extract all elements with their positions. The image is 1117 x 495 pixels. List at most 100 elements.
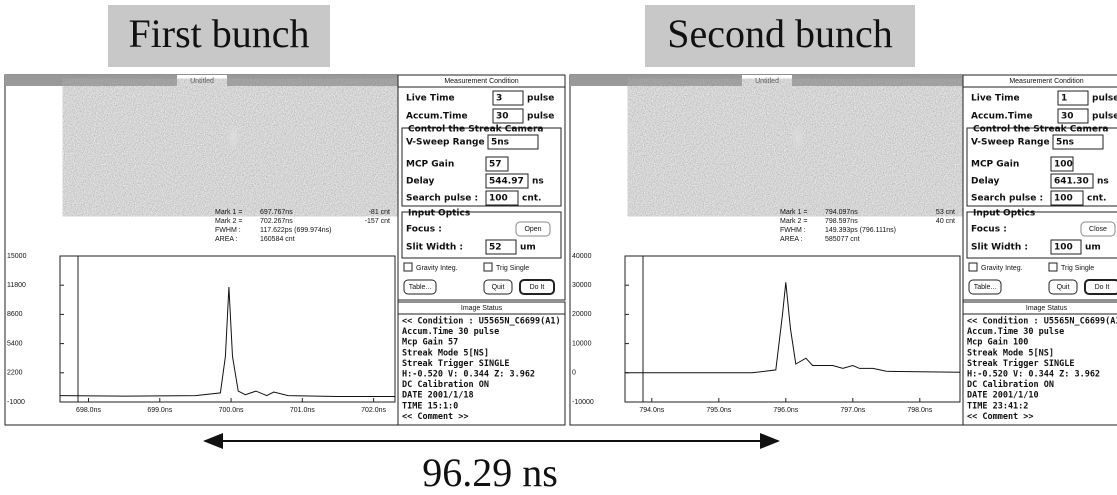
button-label: Table... — [974, 284, 997, 291]
status-line: << Comment >> — [402, 412, 469, 422]
panel-title: Image Status — [461, 305, 503, 312]
marker-count: -81 cnt — [369, 209, 390, 216]
status-line: H:-0.520 V: 0.344 Z: 3.962 — [967, 370, 1100, 380]
streak-spot — [791, 123, 805, 151]
checkbox-label: Gravity Integ. — [981, 265, 1023, 272]
status-line: Mcp Gain 100 — [967, 337, 1028, 348]
x-tick-label: 794.0ns — [639, 407, 664, 414]
checkbox-label: Trig Single — [496, 265, 529, 272]
marker-label: Mark 1 = — [215, 209, 242, 216]
field-unit: ns — [1097, 177, 1109, 187]
marker-label: FWHM : — [780, 227, 806, 234]
marker-count: 40 cnt — [936, 218, 955, 225]
field-value: 100 — [1054, 194, 1073, 204]
group-title: Control the Streak Camera — [973, 125, 1108, 135]
x-tick-label: 702.0ns — [361, 407, 386, 414]
panel-title: Measurement Condition — [1009, 78, 1083, 85]
x-tick-label: 701.0ns — [290, 407, 315, 414]
marker-value: 697.767ns — [260, 209, 293, 216]
field-unit: cnt. — [1087, 194, 1106, 204]
checkbox[interactable] — [484, 263, 492, 271]
status-line: << Condition : U5565N_C6699(A1) — [967, 316, 1117, 327]
field-value: 641.30 — [1054, 177, 1089, 187]
checkbox[interactable] — [404, 263, 412, 271]
status-line: << Condition : U5565N_C6699(A1) — [402, 316, 561, 327]
status-line: TIME 15:1:0 — [402, 401, 458, 411]
screenshot-figure: First bunch Second bunch 96.29 ns Untitl… — [0, 0, 1117, 495]
x-tick-label: 796.0ns — [773, 407, 798, 414]
button-label: Do It — [1095, 284, 1110, 291]
group-title: Control the Streak Camera — [408, 125, 543, 135]
y-tick-label: 40000 — [572, 253, 592, 260]
checkbox[interactable] — [969, 263, 977, 271]
field-value: 5ns — [491, 138, 509, 148]
y-tick-label: 8600 — [7, 311, 23, 318]
field-label: Slit Width : — [971, 243, 1028, 253]
streak-spot — [226, 123, 240, 151]
y-tick-label: 2200 — [7, 370, 23, 377]
status-line: TIME 23:41:2 — [967, 401, 1028, 411]
group-title: Input Optics — [973, 209, 1035, 219]
button-label: Quit — [1057, 284, 1070, 291]
status-line: Mcp Gain 57 — [402, 337, 458, 348]
checkbox-label: Gravity Integ. — [416, 265, 458, 272]
field-unit: pulse — [1092, 112, 1117, 122]
marker-label: Mark 2 = — [780, 218, 807, 225]
interval-label: 96.29 ns — [422, 450, 558, 495]
field-value: 5ns — [1056, 138, 1074, 148]
y-tick-label: 11800 — [7, 282, 26, 289]
status-line: << Comment >> — [967, 412, 1034, 422]
status-line: Streak Trigger SINGLE — [402, 358, 509, 369]
field-label: Live Time — [406, 94, 455, 104]
field-label: Slit Width : — [406, 243, 463, 253]
field-value: 100 — [1054, 160, 1073, 170]
x-tick-label: 797.0ns — [840, 407, 865, 414]
status-line: Streak Trigger SINGLE — [967, 358, 1074, 369]
status-line: Streak Mode 5[NS] — [967, 348, 1054, 358]
first-bunch-label: First bunch — [128, 11, 309, 56]
field-value: 100 — [489, 194, 508, 204]
field-value: 1 — [1061, 94, 1067, 104]
status-line: Accum.Time 30 pulse — [967, 326, 1064, 337]
y-tick-label: 15000 — [7, 253, 27, 260]
marker-count: 53 cnt — [936, 209, 955, 216]
marker-label: AREA : — [780, 236, 803, 243]
streak-image — [93, 90, 395, 205]
x-tick-label: 700.0ns — [219, 407, 244, 414]
field-label: Focus : — [971, 225, 1007, 235]
field-value: 57 — [489, 160, 502, 170]
field-value: 3 — [496, 94, 502, 104]
field-label: MCP Gain — [971, 160, 1019, 170]
marker-count: -157 cnt — [365, 218, 390, 225]
field-unit: um — [1085, 243, 1101, 253]
button-label: Table... — [409, 284, 432, 291]
field-unit: pulse — [527, 94, 554, 104]
field-label: V-Sweep Range — [406, 138, 485, 148]
field-label: V-Sweep Range — [971, 138, 1050, 148]
y-tick-label: -10000 — [572, 399, 594, 406]
status-line: DATE 2001/1/10 — [967, 391, 1039, 401]
field-value: 544.97 — [489, 177, 524, 187]
status-line: DC Calibration ON — [967, 379, 1054, 390]
checkbox[interactable] — [1049, 263, 1057, 271]
marker-label: AREA : — [215, 236, 238, 243]
field-label: Live Time — [971, 94, 1020, 104]
window-title: Untitled — [190, 78, 214, 85]
marker-label: FWHM : — [215, 227, 241, 234]
marker-value: 149.393ps (796.111ns) — [825, 227, 896, 234]
field-label: MCP Gain — [406, 160, 454, 170]
marker-label: Mark 1 = — [780, 209, 807, 216]
marker-value: 585077 cnt — [825, 236, 860, 243]
y-tick-label: 20000 — [572, 311, 592, 318]
status-line: Accum.Time 30 pulse — [402, 326, 499, 337]
marker-value: 798.597ns — [825, 218, 858, 225]
field-unit: cnt. — [522, 194, 541, 204]
streak-image — [658, 90, 960, 205]
y-tick-label: 0 — [572, 370, 576, 377]
button-label: Open — [524, 226, 541, 233]
field-unit: pulse — [527, 112, 554, 122]
panel-title: Image Status — [1026, 305, 1068, 312]
plot-frame — [625, 256, 960, 402]
status-line: DC Calibration ON — [402, 379, 489, 390]
